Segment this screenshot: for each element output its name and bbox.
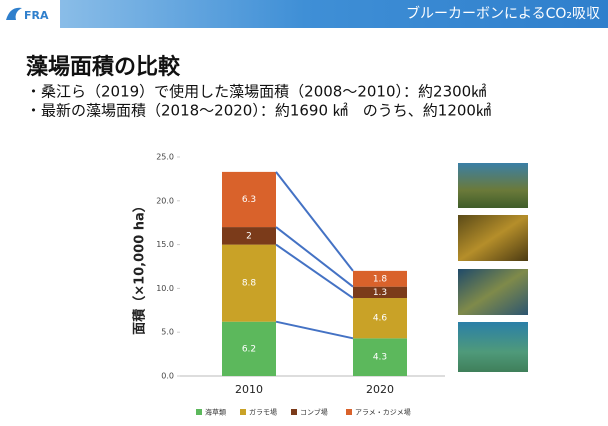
y-axis-label: 面積（×10,000 ha） (132, 199, 148, 335)
legend-label: アラメ・カジメ場 (355, 408, 411, 417)
connector (275, 243, 354, 299)
bullet: ・最新の藻場面積（2018～2020）：約1690 ㎢ のうち、約1200㎢ (26, 102, 491, 120)
y-tick-label: 5.0 (161, 328, 174, 337)
bar-segment (353, 298, 407, 339)
header-title: ブルーカーボンによるCO₂吸収 (406, 5, 600, 22)
logo-icon (6, 7, 22, 20)
header-bar (0, 0, 608, 28)
bar-segment (353, 270, 407, 287)
y-tick-label: 10.0 (156, 284, 174, 293)
photo (458, 322, 528, 372)
connector (275, 320, 354, 340)
photo (458, 215, 528, 261)
logo-text: FRA (24, 9, 49, 22)
value-label: 2 (246, 231, 252, 241)
value-label: 6.3 (242, 195, 256, 205)
legend-swatch (291, 409, 297, 415)
y-tick-label: 0.0 (161, 372, 174, 381)
value-label: 1.8 (373, 274, 388, 284)
bar-segment (353, 338, 407, 376)
slide-title: 藻場面積の比較 (26, 54, 181, 80)
x-tick-label: 2020 (366, 383, 394, 396)
bar-segment (222, 244, 276, 322)
bar-segment (353, 286, 407, 299)
y-tick-label: 25.0 (156, 153, 174, 162)
legend-label: コンブ場 (300, 408, 328, 417)
value-label: 1.3 (373, 288, 387, 298)
value-label: 6.2 (242, 344, 256, 354)
value-label: 8.8 (242, 279, 257, 289)
legend-swatch (196, 409, 202, 415)
y-tick-label: 20.0 (156, 196, 174, 205)
photo (458, 163, 528, 208)
connector (275, 226, 354, 288)
connector (275, 171, 354, 272)
x-tick-label: 2010 (235, 383, 263, 396)
bar-segment (222, 171, 276, 228)
photo (458, 269, 528, 315)
legend-swatch (346, 409, 352, 415)
bar-segment (222, 227, 276, 245)
legend-label: 海草類 (205, 408, 226, 417)
value-label: 4.6 (373, 314, 388, 324)
value-label: 4.3 (373, 353, 387, 363)
bar-segment (222, 321, 276, 376)
y-tick-label: 15.0 (156, 240, 174, 249)
legend-label: ガラモ場 (249, 408, 277, 417)
legend-swatch (240, 409, 246, 415)
bullet: ・桑江ら（2019）で使用した藻場面積（2008～2010）：約2300㎢ (26, 83, 486, 101)
